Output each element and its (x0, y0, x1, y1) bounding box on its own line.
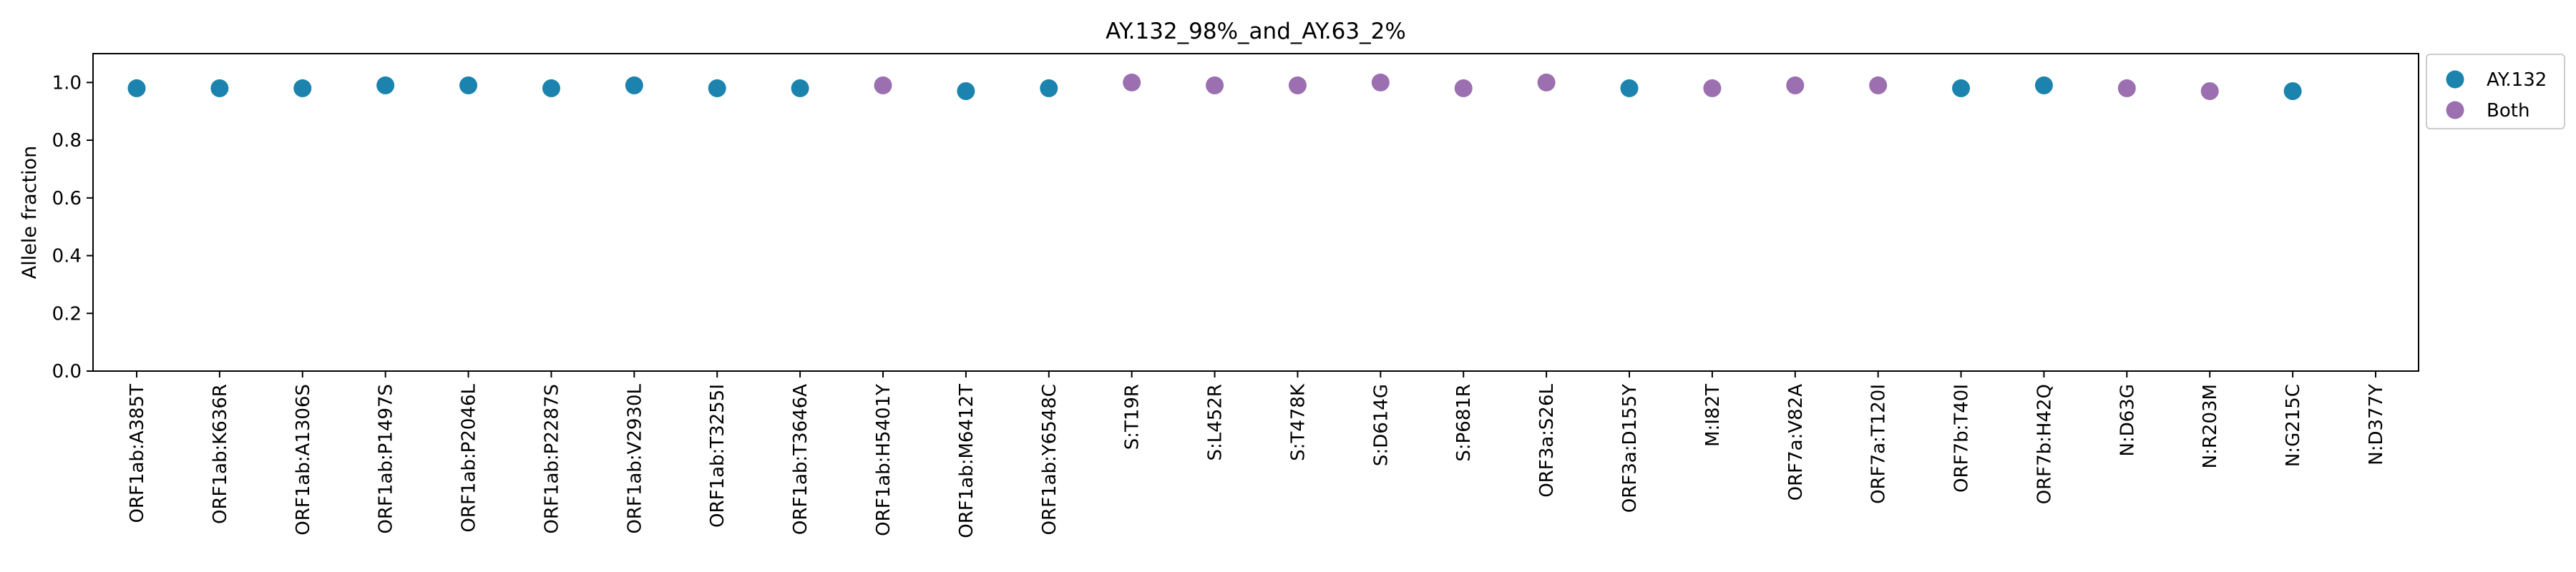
y-tick-label: 0.4 (52, 246, 82, 267)
x-tick-label: S:D614G (1370, 384, 1392, 466)
x-tick-label: ORF3a:S26L (1536, 383, 1558, 497)
data-points (127, 73, 2302, 100)
data-point (2117, 79, 2136, 97)
data-point (1123, 73, 1141, 92)
data-point (1952, 79, 1971, 97)
x-axis: ORF1ab:A385T ORF1ab:K636R ORF1ab:A1306S ORF… (127, 371, 2387, 538)
x-tick-label: ORF1ab:T3255I (707, 384, 728, 528)
data-point (1869, 76, 1888, 94)
x-tick-label: S:T478K (1287, 383, 1309, 461)
data-point (376, 76, 395, 94)
data-point (2283, 82, 2302, 100)
data-point (542, 79, 560, 97)
x-tick-label: ORF7b:H42Q (2034, 384, 2055, 504)
data-point (1288, 76, 1307, 94)
x-tick-label: N:D63G (2117, 384, 2138, 456)
data-point (1454, 79, 1473, 97)
x-tick-label: ORF1ab:M6412T (956, 384, 977, 538)
data-point (1371, 73, 1390, 92)
x-tick-label: ORF1ab:Y6548C (1039, 384, 1060, 535)
x-tick-label: ORF1ab:H5401Y (873, 384, 894, 536)
chart-title: AY.132_98%_and_AY.63_2% (1106, 19, 1406, 44)
x-tick-label: ORF1ab:K636R (210, 384, 231, 524)
data-point (1206, 76, 1224, 94)
x-tick-label: S:P681R (1453, 384, 1475, 462)
x-tick-label: ORF1ab:P2046L (459, 383, 480, 532)
legend-label: AY.132 (2487, 69, 2547, 91)
y-axis: 0.0 0.2 0.4 0.6 0.8 1.0 (52, 72, 93, 383)
x-tick-label: N:R203M (2200, 384, 2221, 468)
plot-frame (92, 53, 2419, 372)
y-axis-label: Allele fraction (19, 146, 41, 280)
x-tick-label: M:I82T (1702, 384, 1724, 447)
data-point (1703, 79, 1722, 97)
data-point (2200, 82, 2219, 100)
x-tick-label: ORF1ab:P2287S (541, 384, 562, 534)
data-point (1040, 79, 1058, 97)
x-tick-label: ORF7b:T40I (1951, 384, 1973, 493)
x-tick-label: ORF1ab:T3646A (790, 384, 811, 535)
y-tick-label: 0.2 (52, 303, 82, 325)
x-tick-label: N:D377Y (2366, 384, 2387, 465)
x-tick-label: ORF7a:T120I (1868, 384, 1890, 504)
data-point (625, 76, 643, 94)
legend-marker (2446, 70, 2464, 89)
x-tick-label: ORF1ab:A1306S (293, 384, 314, 536)
x-tick-label: S:L452R (1205, 384, 1226, 460)
data-point (2034, 76, 2053, 94)
data-point (708, 79, 726, 97)
y-tick-label: 0.8 (52, 130, 82, 152)
data-point (1786, 76, 1805, 94)
data-point (874, 76, 892, 94)
y-tick-label: 0.6 (52, 188, 82, 209)
legend: AY.132 Both (2426, 54, 2565, 129)
data-point (293, 79, 312, 97)
legend-label: Both (2487, 100, 2529, 122)
data-point (1537, 73, 1556, 92)
x-tick-label: ORF3a:D155Y (1619, 384, 1641, 513)
x-tick-label: ORF7a:V82A (1785, 384, 1807, 501)
y-tick-label: 1.0 (52, 72, 82, 94)
x-tick-label: ORF1ab:P1497S (376, 384, 397, 534)
x-tick-label: ORF1ab:A385T (127, 384, 148, 523)
data-point (1620, 79, 1639, 97)
x-tick-label: S:T19R (1122, 384, 1143, 450)
data-point (127, 79, 146, 97)
legend-marker (2446, 101, 2464, 119)
x-tick-label: N:G215C (2283, 384, 2304, 467)
data-point (957, 82, 975, 100)
y-tick-label: 0.0 (52, 361, 82, 383)
x-tick-label: ORF1ab:V2930L (624, 383, 645, 533)
data-point (210, 79, 229, 97)
data-point (459, 76, 478, 94)
data-point (791, 79, 809, 97)
